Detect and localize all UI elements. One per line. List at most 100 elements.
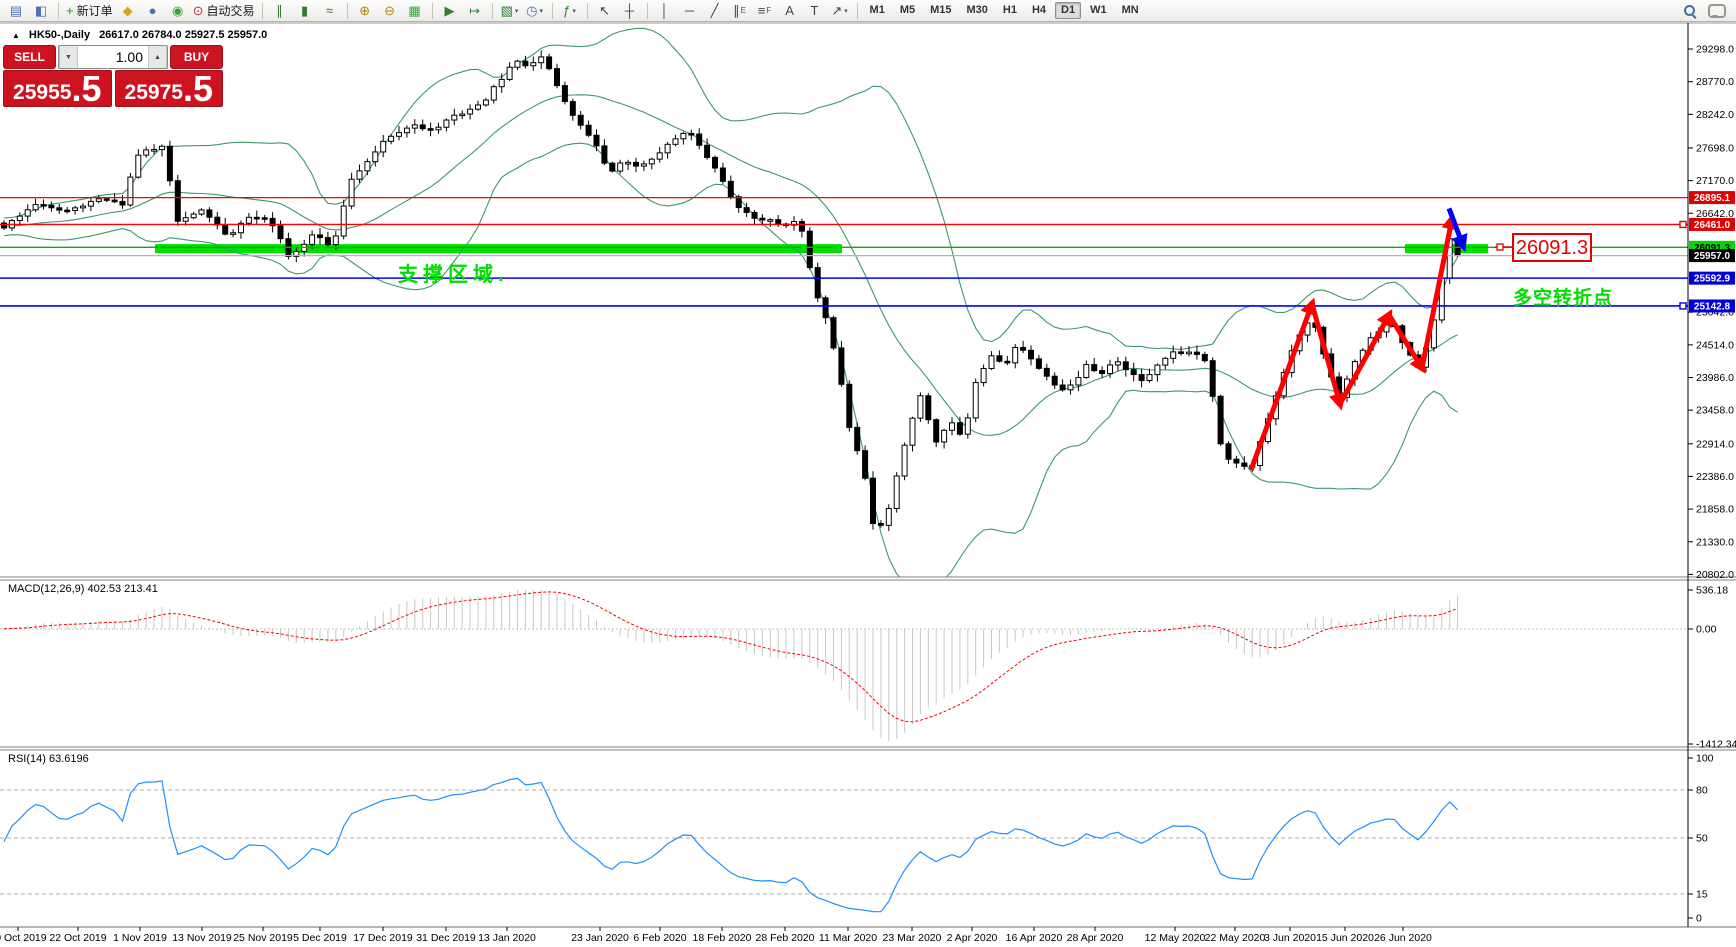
volume-input[interactable]	[78, 46, 148, 68]
date-tick-label: 23 Mar 2020	[883, 932, 942, 944]
volume-increase-button[interactable]: ▲	[148, 46, 167, 68]
candle	[95, 194, 102, 204]
price-axis[interactable]: 29298.0 28770.0 28242.0 27698.0 27170.0 26642…	[1688, 44, 1734, 581]
cursor-button[interactable]: ↖	[593, 2, 617, 20]
autotrade-button[interactable]: ⊙ 自动交易	[191, 2, 257, 20]
timeframe-m1[interactable]: M1	[869, 4, 885, 16]
candle	[72, 205, 79, 215]
callout-handle[interactable]	[1496, 243, 1504, 251]
price-tick-label: 27698.0	[1696, 142, 1734, 154]
current-price-line-badge	[1689, 249, 1735, 263]
candle	[1178, 346, 1185, 356]
date-tick-label: 11 Mar 2020	[819, 932, 877, 944]
text-label-button[interactable]: T	[803, 2, 827, 20]
candle	[751, 210, 758, 225]
candle	[514, 59, 521, 71]
zigzag-arrow-segment[interactable]	[1337, 309, 1393, 406]
candle	[522, 55, 529, 69]
chevron-down-icon[interactable]: ▾	[844, 7, 848, 15]
zigzag-arrow-segment[interactable]	[1419, 212, 1459, 369]
trendline-button[interactable]: ╱	[703, 2, 727, 20]
timeframe-w1[interactable]: W1	[1090, 4, 1107, 16]
candle-chart-button[interactable]: ▮	[293, 2, 317, 20]
signal-button[interactable]: ◉	[166, 2, 190, 20]
timeframe-h1[interactable]: H1	[1002, 4, 1017, 16]
callout-box[interactable]	[1512, 233, 1592, 262]
line-chart-button[interactable]: ≈	[318, 2, 342, 20]
date-tick-label: 25 Nov 2019	[233, 932, 293, 944]
new-chart-button[interactable]: ▧ ▾	[498, 2, 522, 20]
bar-chart-button[interactable]: ∥	[268, 2, 292, 20]
support-zone-text[interactable]: 支撑区域.	[398, 262, 509, 286]
price-tick-label: 26642.0	[1696, 208, 1734, 220]
horizontal-line-button[interactable]: ─	[678, 2, 702, 20]
candle	[372, 145, 379, 167]
timeframe-m30[interactable]: M30	[966, 4, 988, 16]
sell-price[interactable]: 25955 .5	[3, 70, 112, 107]
candles	[1, 50, 1461, 532]
indicator-brush-button[interactable]: ◆	[116, 2, 140, 20]
trend-zigzag-arrows[interactable]	[1248, 212, 1459, 471]
zoom-in-button[interactable]: ⊕	[353, 2, 377, 20]
charts-panel-button[interactable]: ▤	[4, 2, 28, 20]
new-order-button[interactable]: + 新订单	[64, 2, 115, 20]
buy-button[interactable]: BUY	[170, 45, 223, 69]
tile-windows-button[interactable]: ▦	[403, 2, 427, 20]
zigzag-arrow-segment[interactable]	[1248, 297, 1317, 471]
chevron-down-icon[interactable]: ▾	[572, 7, 576, 15]
arrows-button[interactable]: ↗ ▾	[828, 2, 852, 20]
text-button[interactable]: A	[778, 2, 802, 20]
zigzag-arrow-segment[interactable]	[1309, 303, 1346, 411]
timeframe-m5[interactable]: M5	[899, 4, 916, 16]
buy-price[interactable]: 25975 .5	[114, 70, 223, 107]
fibonacci-button[interactable]: ≡ F	[753, 2, 777, 20]
zoom-out-button[interactable]: ⊖	[378, 2, 402, 20]
auto-scroll-button[interactable]: ▶	[438, 2, 462, 20]
timeframe-h4[interactable]: H4	[1031, 4, 1047, 16]
timeframe-d1[interactable]: D1	[1055, 2, 1082, 19]
date-tick-label: 16 Apr 2020	[1006, 932, 1063, 944]
date-tick-label: 17 Dec 2019	[353, 932, 413, 944]
price-callout[interactable]: 26091.3	[1495, 233, 1592, 262]
candle	[743, 202, 750, 217]
toolbar-separator	[346, 2, 348, 19]
candle	[854, 422, 861, 455]
equidistant-channel-button[interactable]: ∥ E	[728, 2, 752, 20]
candle	[419, 119, 426, 131]
candle	[435, 122, 442, 134]
indicators-button[interactable]: ƒ ▾	[558, 2, 582, 20]
market-watch-button[interactable]: ●	[141, 2, 165, 20]
support-zone-segment[interactable]	[155, 244, 842, 254]
candle	[48, 201, 55, 212]
candle	[877, 520, 884, 528]
chevron-down-icon[interactable]: ▾	[514, 7, 519, 15]
data-window-button[interactable]: ◧	[29, 2, 53, 20]
candle	[230, 229, 237, 238]
ohlc-values: 26617.0 26784.0 25927.5 25957.0	[99, 29, 268, 41]
candle	[340, 199, 347, 240]
chat-icon[interactable]	[1708, 3, 1726, 18]
crosshair-button[interactable]: ┼	[618, 2, 642, 20]
candle	[577, 111, 584, 130]
collapse-marker-icon[interactable]: ▲	[12, 31, 20, 40]
zigzag-arrow-segment[interactable]	[1386, 313, 1426, 374]
sell-button[interactable]: SELL	[3, 45, 56, 69]
candle	[672, 134, 679, 147]
timeframe-m15[interactable]: M15	[930, 4, 952, 16]
volume-decrease-button[interactable]: ▼	[59, 46, 78, 68]
chevron-down-icon[interactable]: ▾	[539, 7, 543, 15]
search-icon[interactable]	[1683, 4, 1697, 18]
macd-axis-label: 0.00	[1696, 624, 1717, 636]
candle	[364, 158, 371, 176]
sell-signal-arrow[interactable]	[1446, 207, 1468, 252]
chart-shift-button[interactable]: ↦	[463, 2, 487, 20]
timeframe-mn[interactable]: MN	[1121, 4, 1139, 16]
pivot-point-text[interactable]: 多空转折点	[1513, 286, 1613, 309]
price-tick-label: 28770.0	[1696, 76, 1734, 88]
vertical-line-button[interactable]: │	[653, 2, 677, 20]
pivot-line-25142-handle[interactable]	[1679, 302, 1687, 310]
rsi-axis-label: 15	[1696, 889, 1708, 901]
period-button[interactable]: ◷ ▾	[523, 2, 547, 20]
resistance-line-26461-handle[interactable]	[1679, 220, 1687, 229]
